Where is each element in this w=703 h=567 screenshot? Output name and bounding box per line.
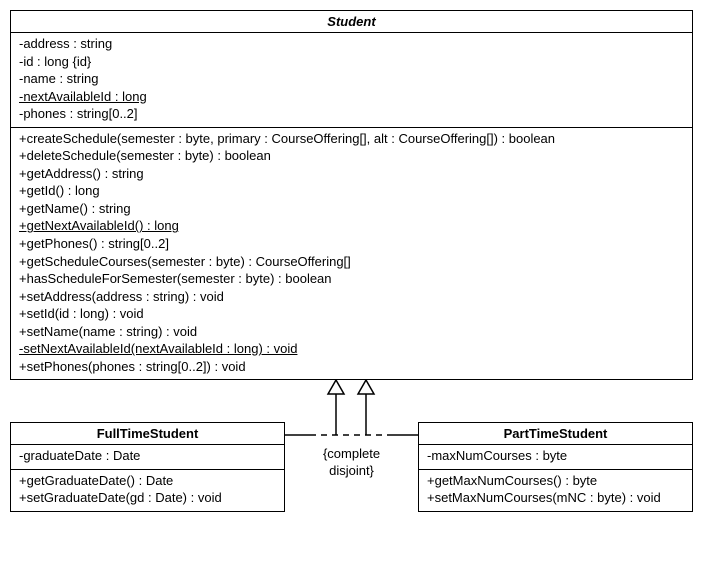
subclass-row: FullTimeStudent -graduateDate : Date +ge… [10,422,693,512]
attribute-row: -address : string [19,35,684,53]
class-fulltimestudent: FullTimeStudent -graduateDate : Date +ge… [10,422,285,512]
attribute-row: -nextAvailableId : long [19,88,684,106]
generalization-constraint: {complete disjoint} [323,446,380,479]
constraint-line2: disjoint} [323,463,380,479]
operations-parttime: +getMaxNumCourses() : byte+setMaxNumCour… [419,470,692,511]
operation-row: +setAddress(address : string) : void [19,288,684,306]
operation-row: +setPhones(phones : string[0..2]) : void [19,358,684,376]
operation-row: +setGraduateDate(gd : Date) : void [19,489,276,507]
operation-row: +hasScheduleForSemester(semester : byte)… [19,270,684,288]
operation-row: +getGraduateDate() : Date [19,472,276,490]
attribute-row: -name : string [19,70,684,88]
attribute-row: -id : long {id} [19,53,684,71]
attributes-student: -address : string-id : long {id}-name : … [11,33,692,128]
attribute-row: -graduateDate : Date [19,447,276,465]
operations-student: +createSchedule(semester : byte, primary… [11,128,692,380]
operation-row: +getMaxNumCourses() : byte [427,472,684,490]
class-parttimestudent: PartTimeStudent -maxNumCourses : byte +g… [418,422,693,512]
operation-row: +deleteSchedule(semester : byte) : boole… [19,147,684,165]
operation-row: +getName() : string [19,200,684,218]
operation-row: +getPhones() : string[0..2] [19,235,684,253]
class-title-student: Student [11,11,692,33]
attributes-fulltime: -graduateDate : Date [11,445,284,470]
operation-row: +createSchedule(semester : byte, primary… [19,130,684,148]
constraint-line1: {complete [323,446,380,462]
class-title-parttime: PartTimeStudent [419,423,692,445]
operations-fulltime: +getGraduateDate() : Date+setGraduateDat… [11,470,284,511]
operation-row: +getAddress() : string [19,165,684,183]
operation-row: +getScheduleCourses(semester : byte) : C… [19,253,684,271]
operation-row: +getId() : long [19,182,684,200]
operation-row: -setNextAvailableId(nextAvailableId : lo… [19,340,684,358]
operation-row: +getNextAvailableId() : long [19,217,684,235]
attribute-row: -maxNumCourses : byte [427,447,684,465]
class-student: Student -address : string-id : long {id}… [10,10,693,380]
operation-row: +setMaxNumCourses(mNC : byte) : void [427,489,684,507]
operation-row: +setId(id : long) : void [19,305,684,323]
class-title-fulltime: FullTimeStudent [11,423,284,445]
attribute-row: -phones : string[0..2] [19,105,684,123]
operation-row: +setName(name : string) : void [19,323,684,341]
attributes-parttime: -maxNumCourses : byte [419,445,692,470]
